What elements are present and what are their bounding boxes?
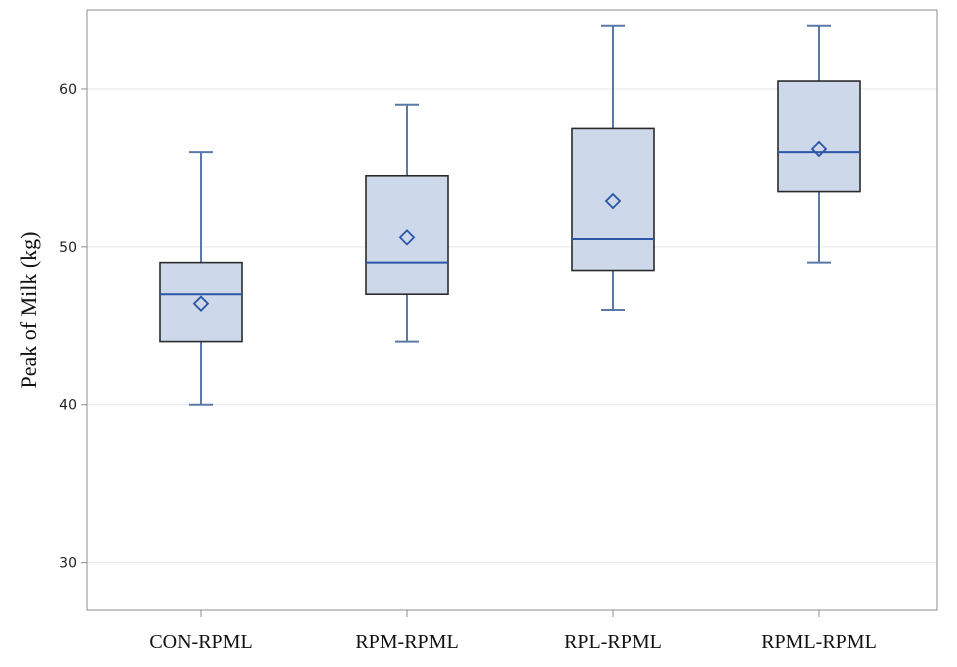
mean-marker [192,295,210,312]
box-con-rpml [159,151,243,406]
y-tick-label: 40 [59,398,77,414]
y-tick-label: 50 [59,240,77,256]
x-tick-label: CON-RPML [149,631,252,653]
iqr-box [571,127,655,272]
iqr-box [777,80,861,193]
box-rpml-rpml [777,24,861,264]
grid-lines [87,88,937,564]
iqr-box [365,174,449,296]
mean-marker [604,192,622,210]
plot-frame [86,9,938,611]
box-rpm-rpml [365,103,449,343]
iqr-box [159,261,243,343]
y-tick-label: 60 [59,82,77,98]
y-axis-ticks: 30 40 50 60 [59,82,87,572]
mean-marker [810,140,828,158]
x-axis-ticks: CON-RPML RPM-RPML RPL-RPML RPML-RPML [149,610,877,653]
x-tick-label: RPML-RPML [761,631,877,653]
box-rpl-rpml [571,24,655,311]
y-axis-title: Peak of Milk (kg) [16,231,41,388]
x-tick-label: RPM-RPML [355,631,458,653]
box-series [159,24,861,406]
y-tick-label: 30 [59,556,77,572]
x-tick-label: RPL-RPML [564,631,662,653]
mean-marker [398,229,416,246]
